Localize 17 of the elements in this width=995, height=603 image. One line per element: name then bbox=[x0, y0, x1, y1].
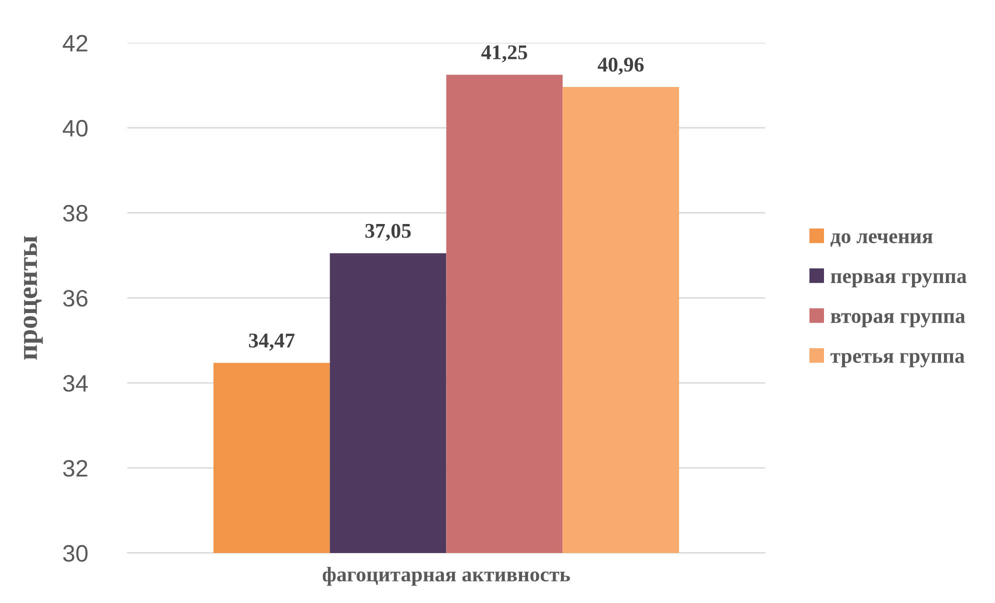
legend-label: вторая группа bbox=[830, 313, 966, 328]
data-label: 40,96 bbox=[598, 58, 644, 75]
y-tick-label: 36 bbox=[63, 290, 88, 307]
data-label: 37,05 bbox=[365, 224, 411, 241]
y-tick-label: 32 bbox=[63, 460, 88, 477]
y-axis-title: проценты bbox=[24, 236, 43, 360]
legend-label: третья группа bbox=[830, 352, 965, 368]
y-tick-label: 30 bbox=[63, 545, 88, 562]
y-tick-label: 40 bbox=[62, 120, 88, 137]
legend-label: первая группа bbox=[830, 273, 967, 288]
y-tick-label: 34 bbox=[63, 374, 88, 392]
x-tick-label: фагоцитарная активность bbox=[322, 566, 570, 586]
y-tick-label: 38 bbox=[63, 204, 88, 222]
data-label: 41,25 bbox=[481, 45, 528, 62]
data-label: 34,47 bbox=[249, 334, 295, 351]
legend-label: до лечения bbox=[830, 233, 933, 247]
y-tick-label: 42 bbox=[62, 34, 88, 52]
